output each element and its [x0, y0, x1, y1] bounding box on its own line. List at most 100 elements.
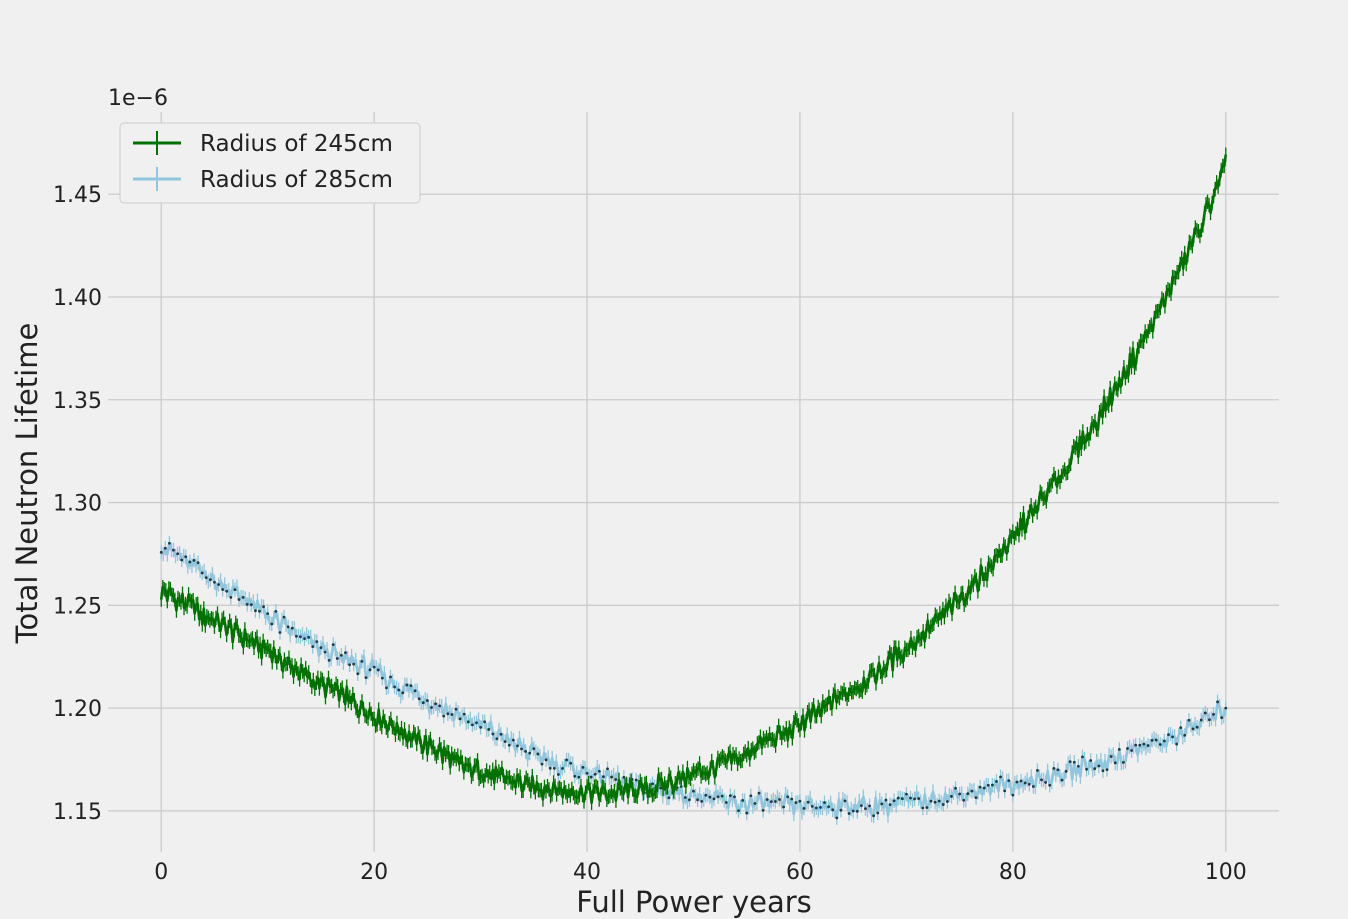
data-point [950, 795, 953, 798]
data-point [503, 740, 507, 744]
x-tick-label: 60 [786, 860, 814, 885]
data-point [712, 797, 716, 801]
data-point [294, 634, 298, 638]
data-point [929, 799, 933, 803]
data-point [1224, 706, 1228, 710]
data-point [909, 796, 912, 800]
x-tick-label: 100 [1205, 860, 1247, 885]
data-point [401, 691, 405, 695]
data-point [458, 717, 462, 721]
data-point [720, 794, 724, 798]
data-point [868, 804, 871, 808]
data-point [1187, 718, 1191, 722]
data-point [1019, 779, 1023, 783]
data-point [917, 797, 921, 800]
data-point [1203, 711, 1207, 715]
data-point [704, 793, 708, 797]
data-point [667, 796, 671, 800]
data-point [1130, 749, 1134, 752]
data-point [839, 808, 843, 812]
data-point [516, 744, 519, 748]
data-point [335, 657, 339, 660]
data-point [1113, 761, 1117, 765]
legend-label-285: Radius of 285cm [200, 167, 393, 193]
data-point [405, 683, 409, 687]
data-point [1060, 778, 1064, 782]
data-point [741, 798, 745, 802]
data-point [1183, 733, 1187, 737]
data-point [491, 732, 495, 736]
data-point [855, 809, 859, 813]
x-tick-label: 20 [360, 860, 388, 885]
data-point [614, 778, 618, 781]
data-point [700, 799, 704, 803]
data-point [847, 812, 851, 815]
data-point [716, 795, 720, 799]
data-point [462, 712, 466, 716]
data-point [454, 707, 458, 711]
data-point [1023, 781, 1027, 785]
data-point [552, 766, 556, 770]
data-point [806, 800, 810, 804]
data-point [356, 672, 360, 676]
data-point [831, 808, 835, 812]
data-point [1064, 769, 1068, 773]
data-point [814, 806, 818, 810]
data-point [1040, 778, 1043, 782]
data-point [217, 583, 220, 586]
data-point [966, 792, 970, 796]
data-point [204, 576, 208, 580]
data-point [945, 800, 949, 803]
data-point [266, 612, 270, 616]
data-point [733, 795, 736, 799]
data-point [430, 706, 433, 709]
data-point [376, 668, 380, 672]
data-point [1195, 725, 1199, 729]
data-point [1101, 769, 1105, 773]
data-point [999, 775, 1002, 779]
data-point [487, 728, 491, 731]
data-point [692, 789, 695, 793]
data-point [872, 814, 876, 818]
data-point [683, 796, 687, 799]
data-point [466, 720, 470, 724]
data-point [810, 804, 814, 808]
data-point [802, 806, 806, 810]
data-point [990, 783, 994, 787]
data-point [794, 801, 798, 804]
data-point [958, 792, 962, 796]
data-point [475, 721, 478, 725]
data-point [290, 626, 294, 630]
data-point [773, 800, 777, 803]
data-point [339, 653, 343, 657]
data-point [978, 785, 982, 789]
data-point [200, 571, 204, 575]
data-point [368, 668, 372, 672]
data-point [843, 799, 847, 803]
y-tick-label: 1.40 [53, 286, 102, 311]
data-point [1031, 785, 1035, 788]
data-point [253, 609, 257, 613]
data-point [565, 758, 568, 762]
data-point [1150, 738, 1154, 742]
data-point [900, 797, 904, 801]
data-point [385, 686, 388, 690]
data-point [213, 580, 216, 584]
data-point [421, 701, 425, 705]
data-point [851, 809, 855, 813]
data-point [192, 558, 196, 562]
data-point [1048, 783, 1052, 787]
data-point [1015, 780, 1019, 784]
data-point [585, 771, 589, 775]
data-point [1068, 760, 1072, 764]
data-point [499, 732, 503, 736]
data-point [597, 769, 601, 773]
data-point [753, 802, 757, 805]
grid [108, 112, 1279, 852]
data-point [540, 762, 544, 766]
data-point [622, 775, 626, 779]
data-point [507, 743, 511, 747]
y-axis-label: Total Neutron Lifetime [10, 323, 44, 645]
data-point [237, 598, 241, 601]
